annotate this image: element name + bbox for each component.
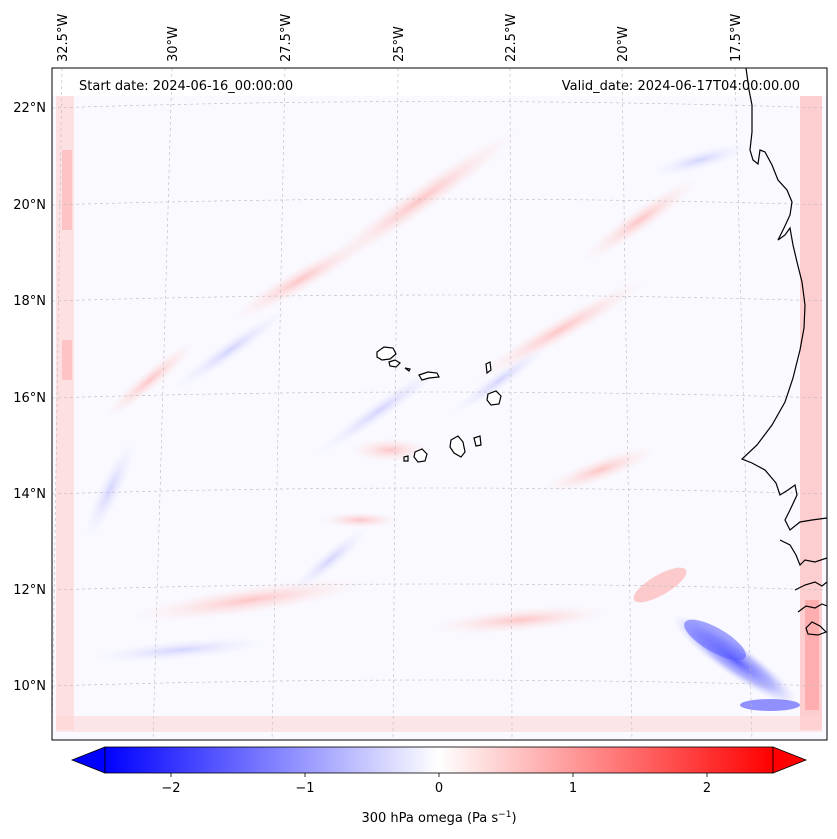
colorbar-tick: 2 bbox=[703, 781, 711, 796]
omega-field bbox=[52, 68, 827, 740]
island-santo-antao bbox=[376, 346, 397, 361]
lat-label: 10°N bbox=[13, 679, 46, 694]
lon-label: 32.5°W bbox=[56, 14, 71, 62]
island-sao-vicente bbox=[388, 359, 401, 368]
lon-label: 17.5°W bbox=[729, 14, 744, 62]
island-santa-luzia bbox=[404, 367, 411, 372]
lon-label: 25°W bbox=[392, 26, 407, 62]
island-fogo bbox=[413, 448, 428, 463]
colorbar-tick: 1 bbox=[569, 781, 577, 796]
colorbar: −2 −1 0 1 2 300 hPa omega (Pa s−1) bbox=[70, 746, 808, 826]
colorbar-gradient bbox=[104, 746, 774, 774]
island-brava bbox=[403, 455, 409, 462]
colorbar-tick: −1 bbox=[295, 781, 314, 796]
lon-label: 30°W bbox=[166, 26, 181, 62]
lat-label: 14°N bbox=[13, 487, 46, 502]
island-santiago bbox=[449, 435, 466, 458]
island-sao-nicolau bbox=[418, 371, 440, 381]
lat-label: 22°N bbox=[13, 101, 46, 116]
lat-label: 18°N bbox=[13, 294, 46, 309]
lat-label: 16°N bbox=[13, 391, 46, 406]
map-frame bbox=[51, 67, 828, 741]
graticule bbox=[52, 68, 827, 740]
lat-label: 12°N bbox=[13, 583, 46, 598]
colorbar-arrow-high bbox=[772, 746, 808, 774]
island-boa-vista bbox=[486, 390, 502, 406]
latitude-labels: 22°N 20°N 18°N 16°N 14°N 12°N 10°N bbox=[13, 101, 46, 694]
lon-label: 27.5°W bbox=[279, 14, 294, 62]
lon-label: 20°W bbox=[616, 26, 631, 62]
island-sal bbox=[485, 361, 492, 375]
colorbar-label: 300 hPa omega (Pa s−1) bbox=[361, 810, 516, 826]
africa-coastline bbox=[740, 68, 827, 531]
lon-label: 22.5°W bbox=[504, 14, 519, 62]
longitude-labels: 32.5°W 30°W 27.5°W 25°W 22.5°W 20°W 17.5… bbox=[56, 14, 744, 62]
start-date-label: Start date: 2024-06-16_00:00:00 bbox=[79, 79, 293, 94]
lat-label: 20°N bbox=[13, 198, 46, 213]
island-maio bbox=[473, 435, 482, 447]
colorbar-arrow-low bbox=[70, 746, 106, 774]
valid-date-label: Valid_date: 2024-06-17T04:00:00.00 bbox=[562, 79, 800, 94]
colorbar-tick: 0 bbox=[435, 781, 443, 796]
cape-verde-islands bbox=[376, 346, 502, 463]
colorbar-tick: −2 bbox=[161, 781, 180, 796]
africa-coastline-south bbox=[779, 539, 827, 636]
